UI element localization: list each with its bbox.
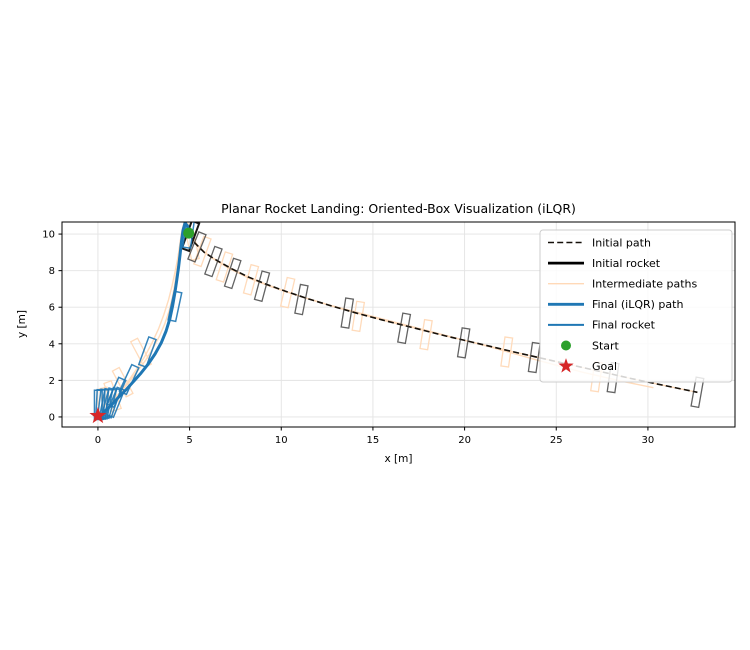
axis-ticks: 0 5 10 15 20 25 30 0 2 4 6 8 10 bbox=[42, 230, 654, 446]
legend-label: Goal bbox=[592, 360, 617, 373]
legend-label: Start bbox=[592, 339, 620, 352]
intermediate-rocket-box bbox=[192, 235, 212, 268]
axes-spines bbox=[61, 221, 736, 428]
initial-rocket-box bbox=[456, 327, 471, 359]
y-tick-label: 2 bbox=[49, 376, 55, 387]
final-rocket-box bbox=[137, 335, 158, 369]
x-tick-label: 0 bbox=[95, 435, 101, 446]
initial-rocket-box bbox=[527, 341, 541, 374]
y-tick-label: 4 bbox=[49, 339, 55, 350]
legend-label: Initial rocket bbox=[592, 257, 661, 270]
legend-item-goal: Goal bbox=[558, 358, 617, 373]
initial-rocket-box bbox=[203, 245, 223, 278]
legend-item-start: Start bbox=[561, 339, 620, 352]
y-tick-label: 0 bbox=[49, 412, 55, 423]
final-rocket-box bbox=[167, 290, 183, 323]
intermediate-rocket-box bbox=[419, 318, 433, 351]
legend: Initial path Initial rocket Intermediate p… bbox=[539, 229, 733, 383]
y-tick-label: 10 bbox=[42, 230, 55, 241]
goal-marker bbox=[89, 406, 107, 424]
start-marker bbox=[183, 227, 195, 239]
x-tick-label: 15 bbox=[367, 435, 380, 446]
legend-label: Final rocket bbox=[592, 319, 656, 332]
initial-rocket-box bbox=[253, 270, 271, 303]
legend-item-initial-rocket: Initial rocket bbox=[548, 257, 661, 270]
initial-rocket-box bbox=[223, 257, 242, 290]
initial-rocket-box bbox=[397, 312, 412, 345]
initial-rocket-box bbox=[187, 231, 207, 263]
x-tick-label: 5 bbox=[186, 435, 192, 446]
legend-box bbox=[539, 229, 733, 383]
intermediate-rocket-box bbox=[351, 300, 366, 333]
legend-label: Intermediate paths bbox=[592, 278, 697, 291]
legend-goal-marker bbox=[558, 358, 574, 373]
legend-item-intermediate-paths: Intermediate paths bbox=[548, 278, 697, 291]
legend-item-initial-path: Initial path bbox=[548, 236, 651, 249]
x-tick-label: 10 bbox=[275, 435, 288, 446]
x-tick-label: 30 bbox=[642, 435, 655, 446]
intermediate-rocket-box bbox=[215, 251, 234, 283]
y-tick-label: 8 bbox=[49, 266, 55, 277]
legend-item-final-rocket: Final rocket bbox=[548, 319, 656, 332]
x-axis-label: x [m] bbox=[384, 453, 413, 465]
chart-title: Planar Rocket Landing: Oriented-Box Visu… bbox=[221, 201, 576, 216]
legend-label: Final (iLQR) path bbox=[592, 298, 683, 311]
intermediate-rocket-box bbox=[500, 336, 514, 368]
legend-label: Initial path bbox=[592, 236, 651, 249]
initial-rocket-box bbox=[340, 297, 355, 329]
y-axis-label: y [m] bbox=[16, 310, 28, 338]
x-tick-label: 25 bbox=[550, 435, 563, 446]
intermediate-rocket-box bbox=[242, 263, 260, 296]
y-tick-label: 6 bbox=[49, 303, 55, 314]
x-tick-label: 20 bbox=[458, 435, 471, 446]
legend-start-marker bbox=[561, 340, 571, 351]
legend-item-final-ilqr-path: Final (iLQR) path bbox=[548, 298, 683, 311]
initial-rocket-box bbox=[294, 283, 309, 316]
